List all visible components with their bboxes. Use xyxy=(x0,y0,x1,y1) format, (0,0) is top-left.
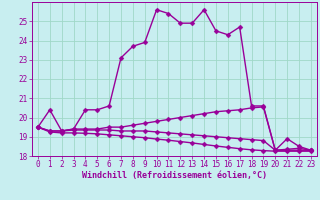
X-axis label: Windchill (Refroidissement éolien,°C): Windchill (Refroidissement éolien,°C) xyxy=(82,171,267,180)
